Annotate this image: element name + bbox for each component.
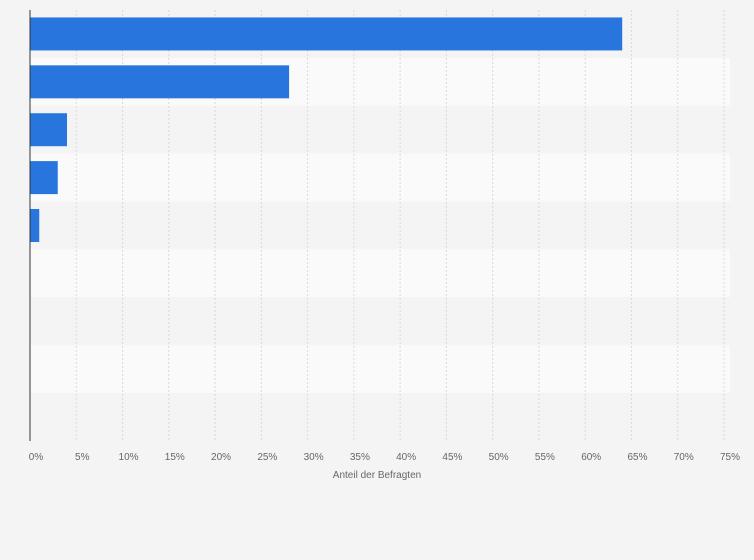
row-band xyxy=(30,201,730,250)
bar xyxy=(30,17,623,51)
x-tick-label: 70% xyxy=(674,452,694,463)
x-tick-label: 25% xyxy=(257,452,277,463)
x-tick-label: 45% xyxy=(442,452,462,463)
row-band xyxy=(30,105,730,154)
x-tick-label: 50% xyxy=(489,452,509,463)
bar xyxy=(30,113,68,147)
x-tick-label: 40% xyxy=(396,452,416,463)
x-tick-label: 0% xyxy=(29,452,44,463)
bar-series xyxy=(30,17,623,242)
row-band xyxy=(30,345,730,394)
x-axis-title: Anteil der Befragten xyxy=(333,470,421,481)
x-tick-label: 75% xyxy=(720,452,740,463)
x-tick-label: 15% xyxy=(165,452,185,463)
x-tick-label: 55% xyxy=(535,452,555,463)
x-tick-label: 30% xyxy=(304,452,324,463)
bar xyxy=(30,161,58,195)
row-band xyxy=(30,249,730,298)
x-tick-label: 60% xyxy=(581,452,601,463)
bar xyxy=(30,209,40,242)
x-tick-label: 35% xyxy=(350,452,370,463)
bar xyxy=(30,65,290,99)
x-tick-label: 10% xyxy=(119,452,139,463)
row-band xyxy=(30,297,730,346)
x-tick-label: 20% xyxy=(211,452,231,463)
row-band xyxy=(30,393,730,441)
row-band xyxy=(30,153,730,202)
x-axis-tick-labels: 0% 5% 10% 15% 20% 25% 30% 35% 40% 45% 50% 55% 60% 65%… xyxy=(29,452,740,463)
x-tick-label: 65% xyxy=(627,452,647,463)
x-tick-label: 5% xyxy=(75,452,90,463)
